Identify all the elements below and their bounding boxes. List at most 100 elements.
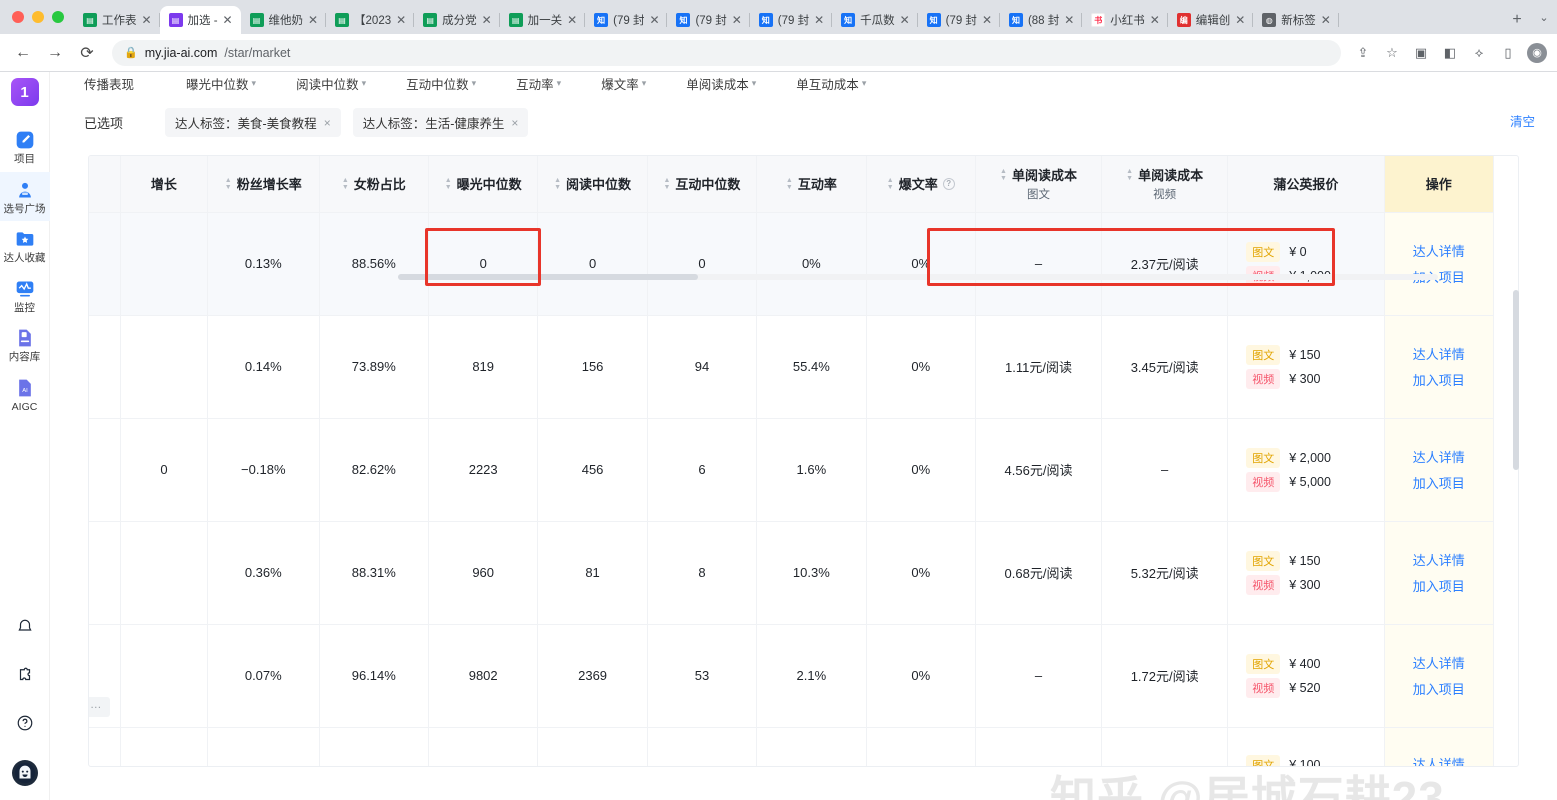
filter-1[interactable]: 曝光中位数 ▾ [186,74,256,93]
close-window-button[interactable] [12,11,24,23]
influencer-detail-link[interactable]: 达人详情 [1412,656,1465,671]
filter-7[interactable]: 单互动成本 ▾ [796,74,866,93]
new-tab-button[interactable]: + [1512,11,1522,28]
browser-tab[interactable]: 知 (79 封 ✕ [918,6,1001,34]
add-to-project-link[interactable]: 加入项目 [1412,682,1465,697]
sidebar-item-star-folder[interactable]: 达人收藏 [0,221,50,271]
tab-close-icon[interactable]: ✕ [567,13,578,27]
influencer-detail-link[interactable]: 达人详情 [1412,450,1465,465]
tab-close-icon[interactable]: ✕ [1149,13,1160,27]
filter-3[interactable]: 互动中位数 ▾ [406,74,476,93]
tab-close-icon[interactable]: ✕ [481,13,492,27]
browser-tab[interactable]: ▤ 维他奶 ✕ [241,6,327,34]
column-header-interact_median[interactable]: ▲ ▼ 互动中位数 [647,156,758,213]
sort-icon[interactable]: ▲ ▼ [341,176,349,191]
column-header-female_ratio[interactable]: ▲ ▼ 女粉占比 [319,156,429,213]
browser-tab[interactable]: ▤ 加选 - ✕ [159,6,241,34]
filter-0[interactable]: 传播表现 [84,74,134,93]
browser-tab[interactable]: ◍ 新标签 ✕ [1253,6,1339,34]
influencer-detail-link[interactable]: 达人详情 [1412,244,1465,259]
sidebar-item-content-library[interactable]: 内容库 [0,320,50,370]
add-to-project-link[interactable]: 加入项目 [1412,373,1465,388]
tab-close-icon[interactable]: ✕ [731,13,742,27]
extension-icon[interactable]: ◧ [1443,44,1457,60]
filter-chip[interactable]: 达人标签：生活-健康养生 × [352,108,529,137]
sort-icon[interactable]: ▲ ▼ [224,176,232,191]
browser-tab[interactable]: ▤ 工作表 ✕ [74,6,160,34]
user-avatar[interactable] [12,760,38,786]
side-panel-icon[interactable]: ▯ [1504,44,1512,60]
hscroll-thumb[interactable] [398,274,698,280]
share-icon[interactable]: ⇪ [1357,44,1369,60]
back-button[interactable]: ← [15,43,31,61]
browser-tab[interactable]: 书小红书 ✕ [1082,6,1168,34]
tab-close-icon[interactable]: ✕ [1235,13,1246,27]
tab-close-icon[interactable]: ✕ [814,13,825,27]
browser-tab[interactable]: ▤ 成分党 ✕ [414,6,500,34]
browser-tab[interactable]: 知 (88 封 ✕ [1000,6,1083,34]
table-vertical-scrollbar[interactable] [1513,290,1519,800]
more-tags-button[interactable]: … [89,696,110,717]
reload-button[interactable]: ⟳ [80,44,94,62]
tab-close-icon[interactable]: ✕ [649,13,660,27]
sort-icon[interactable]: ▲ ▼ [444,176,452,191]
vscroll-thumb[interactable] [1513,290,1519,470]
influencer-detail-link[interactable]: 达人详情 [1412,757,1465,767]
filter-2[interactable]: 阅读中位数 ▾ [296,74,366,93]
table-row[interactable]: ✿一锅小米周ID103501832定位 湖南 永州美妆护肤美妆测评护肤测评…0.… [89,624,1494,728]
browser-tab[interactable]: 知 (79 封 ✕ [667,6,751,34]
forward-button[interactable]: → [47,43,63,61]
column-header-cpr_tuwen[interactable]: ▲ ▼ 单阅读成本 图文 [975,156,1103,213]
puzzle-icon[interactable]: ⟡ [1474,44,1484,60]
tab-list-chevron-icon[interactable]: ⌄ [1539,11,1549,24]
tab-close-icon[interactable]: ✕ [396,13,407,27]
table-horizontal-scrollbar[interactable] [398,274,1438,282]
clear-filters-button[interactable]: 清空 [1509,115,1535,129]
cast-icon[interactable]: ▣ [1414,44,1428,60]
table-row[interactable]: ✿kakaID100203973定位 上海美食美食分享生活…0%––530––1… [89,727,1494,767]
table-row[interactable]: ✿王简单_ID118854042定位 辽宁 沈阳美食美食分享美食教程… 0.36%… [89,521,1494,625]
filter-5[interactable]: 爆文率 ▾ [601,74,646,93]
browser-tab[interactable]: ▤ 加一关 ✕ [500,6,586,34]
sort-icon[interactable]: ▲ ▼ [886,176,894,191]
column-header-hot_rate[interactable]: ▲ ▼ 爆文率? [866,156,976,213]
maximize-window-button[interactable] [52,11,64,23]
help-circle-icon[interactable] [14,712,36,734]
tab-close-icon[interactable]: ✕ [1064,13,1075,27]
chip-close-icon[interactable]: × [511,115,519,130]
browser-tab[interactable]: 编编辑创 ✕ [1168,6,1254,34]
bell-icon[interactable] [14,616,36,638]
sort-icon[interactable]: ▲ ▼ [785,176,793,191]
browser-tab[interactable]: 知 (79 封 ✕ [750,6,833,34]
add-to-project-link[interactable]: 加入项目 [1412,270,1465,285]
browser-tab[interactable]: 知千瓜数 ✕ [832,6,918,34]
sort-icon[interactable]: ▲ ▼ [1000,167,1007,182]
sidebar-item-project[interactable]: 项目 [0,122,50,172]
sidebar-item-monitor-pulse[interactable]: 监控 [0,271,50,321]
influencer-detail-link[interactable]: 达人详情 [1412,347,1465,362]
column-header-interact_rate[interactable]: ▲ ▼ 互动率 [756,156,867,213]
table-row[interactable]: ✿我不转弯ID109529272定位 北京美食美食分享美食教程… 0.14%73.… [89,315,1494,419]
tab-close-icon[interactable]: ✕ [899,13,910,27]
add-to-project-link[interactable]: 加入项目 [1412,579,1465,594]
sidebar-item-person-search[interactable]: 选号广场 [0,171,50,222]
minimize-window-button[interactable] [32,11,44,23]
table-row[interactable]: ✿李小萌ID100095134定位 中国 香港美妆护肤美妆美容个护…0−0.18… [89,418,1494,522]
tab-close-icon[interactable]: ✕ [222,13,233,27]
table-row[interactable]: ✿两颗蛋米ID100976784定位 广东 深圳美食美食教程 0.13%88.56… [89,212,1494,316]
help-icon[interactable]: ? [942,177,955,190]
column-header-exposure_median[interactable]: ▲ ▼ 曝光中位数 [428,156,539,213]
sidebar-item-aigc[interactable]: AI AIGC [0,370,50,420]
filter-6[interactable]: 单阅读成本 ▾ [686,74,756,93]
column-header-fan_growth_rate[interactable]: ▲ ▼ 粉丝增长率 [207,156,320,213]
filter-chip[interactable]: 达人标签：美食-美食教程 × [165,108,341,137]
sort-icon[interactable]: ▲ ▼ [1126,167,1134,182]
column-header-read_median[interactable]: ▲ ▼ 阅读中位数 [537,156,648,213]
window-controls[interactable] [8,0,74,34]
app-logo[interactable]: 1 [10,78,39,106]
profile-avatar[interactable]: ◉ [1527,42,1547,63]
add-to-project-link[interactable]: 加入项目 [1412,476,1465,491]
column-header-cpr_video[interactable]: ▲ ▼ 单阅读成本 视频 [1101,156,1229,213]
filter-4[interactable]: 互动率 ▾ [516,74,561,93]
tab-close-icon[interactable]: ✕ [1320,13,1331,27]
